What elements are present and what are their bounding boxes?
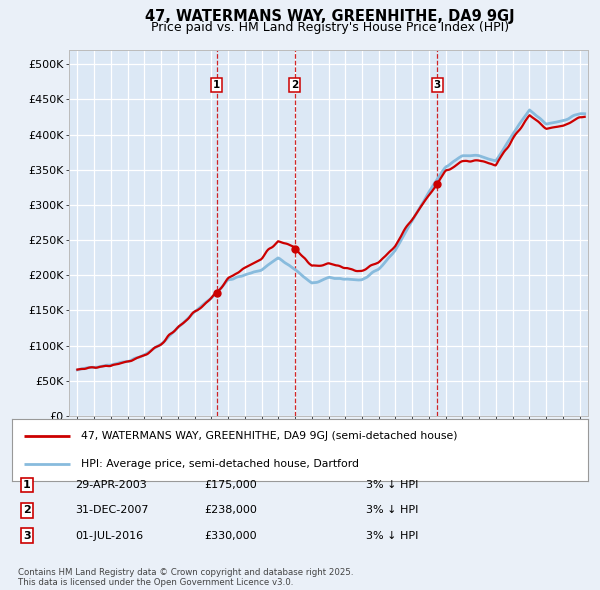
Text: 1: 1 (213, 80, 220, 90)
Text: £238,000: £238,000 (204, 506, 257, 515)
Text: 47, WATERMANS WAY, GREENHITHE, DA9 9GJ: 47, WATERMANS WAY, GREENHITHE, DA9 9GJ (145, 9, 515, 24)
Text: 3% ↓ HPI: 3% ↓ HPI (366, 506, 418, 515)
Text: 2: 2 (23, 506, 31, 515)
Text: 31-DEC-2007: 31-DEC-2007 (75, 506, 149, 515)
Text: 3% ↓ HPI: 3% ↓ HPI (366, 480, 418, 490)
Text: 3: 3 (434, 80, 441, 90)
Text: 29-APR-2003: 29-APR-2003 (75, 480, 147, 490)
Text: Price paid vs. HM Land Registry's House Price Index (HPI): Price paid vs. HM Land Registry's House … (151, 21, 509, 34)
Text: 1: 1 (23, 480, 31, 490)
Text: £330,000: £330,000 (204, 531, 257, 540)
Text: 3% ↓ HPI: 3% ↓ HPI (366, 531, 418, 540)
Text: 2: 2 (291, 80, 298, 90)
Text: £175,000: £175,000 (204, 480, 257, 490)
Text: 01-JUL-2016: 01-JUL-2016 (75, 531, 143, 540)
Text: 47, WATERMANS WAY, GREENHITHE, DA9 9GJ (semi-detached house): 47, WATERMANS WAY, GREENHITHE, DA9 9GJ (… (81, 431, 458, 441)
Text: 3: 3 (23, 531, 31, 540)
Text: HPI: Average price, semi-detached house, Dartford: HPI: Average price, semi-detached house,… (81, 459, 359, 469)
Text: Contains HM Land Registry data © Crown copyright and database right 2025.
This d: Contains HM Land Registry data © Crown c… (18, 568, 353, 587)
